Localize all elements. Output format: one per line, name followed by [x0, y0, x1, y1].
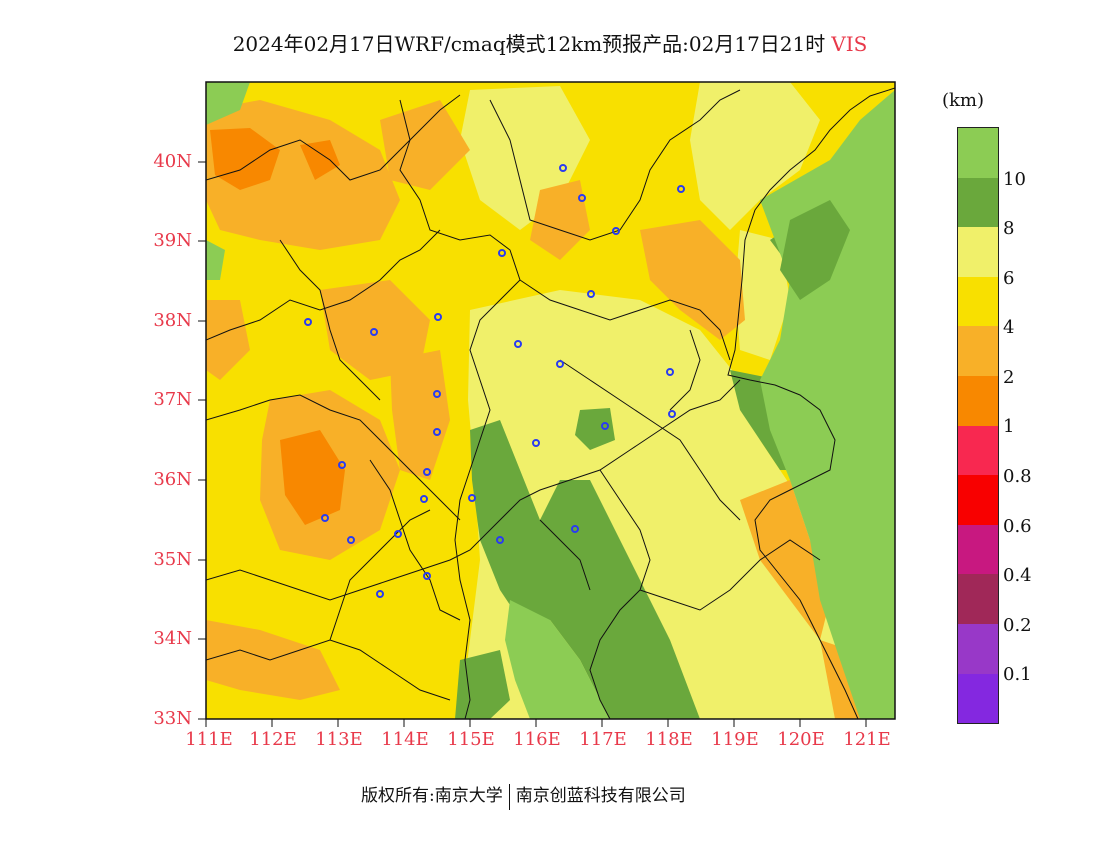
lon-label: 111E: [185, 729, 233, 750]
legend-label: 8: [1003, 218, 1015, 239]
province-boundaries: [206, 89, 821, 719]
vis-region-dark-orange: [300, 140, 340, 180]
legend-label: 0.6: [1003, 516, 1032, 537]
legend-label: 1: [1003, 416, 1015, 437]
vis-region-light-green: [795, 400, 835, 465]
vis-region-orange: [530, 180, 590, 260]
vis-region-light-green: [206, 82, 250, 125]
vis-region-medium-green: [455, 650, 510, 719]
lat-label: 37N: [153, 389, 192, 410]
legend-swatch: [958, 475, 998, 525]
vis-region-orange: [740, 480, 830, 640]
lon-label: 113E: [315, 729, 363, 750]
lat-label: 38N: [153, 310, 192, 331]
legend-swatch: [958, 227, 998, 277]
lon-label: 120E: [777, 729, 825, 750]
legend-label: 6: [1003, 268, 1015, 289]
lon-label: 117E: [579, 729, 627, 750]
lat-label: 33N: [153, 708, 192, 729]
vis-region-light: [690, 82, 820, 230]
legend-swatch: [958, 623, 998, 674]
legend-label: 0.4: [1003, 565, 1032, 586]
title-text: 2024年02月17日WRF/cmaq模式12km预报产品:02月17日21时: [232, 32, 826, 56]
lat-label: 39N: [153, 230, 192, 251]
coastline: [727, 87, 895, 719]
vis-region-orange: [640, 220, 745, 340]
vis-region-medium-green: [470, 420, 700, 719]
vis-region-orange: [206, 300, 250, 380]
legend-label: 2: [1003, 367, 1015, 388]
legend-swatch: [958, 524, 998, 575]
company-name: 南京创蓝科技有限公司: [515, 786, 686, 806]
legend-swatch: [958, 177, 998, 228]
lon-label: 118E: [645, 729, 693, 750]
legend-label: 0.1: [1003, 664, 1032, 685]
vis-region-orange: [390, 350, 450, 480]
legend-label: 0.8: [1003, 466, 1032, 487]
legend-swatch: [958, 375, 998, 426]
lat-label: 36N: [153, 469, 192, 490]
footer-separator: [508, 783, 510, 810]
vis-region-light: [735, 230, 790, 360]
lat-label: 35N: [153, 549, 192, 570]
vis-region-orange: [380, 100, 470, 190]
axis-ticks: [198, 161, 867, 727]
legend-swatch: [958, 326, 998, 376]
lon-label: 121E: [843, 729, 891, 750]
lon-label: 119E: [711, 729, 759, 750]
legend-label: 4: [1003, 317, 1015, 338]
lat-label: 34N: [153, 628, 192, 649]
lon-label: 112E: [249, 729, 297, 750]
lon-label: 116E: [513, 729, 561, 750]
city-markers: [304, 164, 685, 598]
copyright-text: 版权所有:南京大学: [361, 786, 503, 806]
lat-label: 40N: [153, 151, 192, 172]
lon-label: 114E: [381, 729, 429, 750]
vis-region-medium-green: [575, 408, 615, 450]
vis-region-light-green: [206, 240, 225, 280]
vis-region-medium-green: [780, 200, 850, 300]
legend-swatch: [958, 425, 998, 476]
vis-region-dark-orange: [210, 128, 280, 190]
legend-swatch: [958, 673, 998, 724]
color-legend: [957, 127, 999, 725]
legend-swatch: [958, 276, 998, 327]
footer: 版权所有:南京大学 南京创蓝科技有限公司: [361, 781, 686, 810]
vis-region-orange: [206, 620, 340, 700]
map-title: 2024年02月17日WRF/cmaq模式12km预报产品:02月17日21时 V…: [0, 28, 1100, 57]
legend-swatch: [958, 574, 998, 624]
vis-region-dark-orange: [280, 430, 345, 525]
vis-region-light-green: [505, 600, 610, 719]
legend-swatch: [958, 128, 998, 178]
legend-unit: (km): [942, 90, 985, 111]
legend-label: 10: [1003, 169, 1026, 190]
lon-label: 115E: [447, 729, 495, 750]
legend-label: 0.2: [1003, 615, 1032, 636]
variable-name: VIS: [831, 32, 868, 56]
